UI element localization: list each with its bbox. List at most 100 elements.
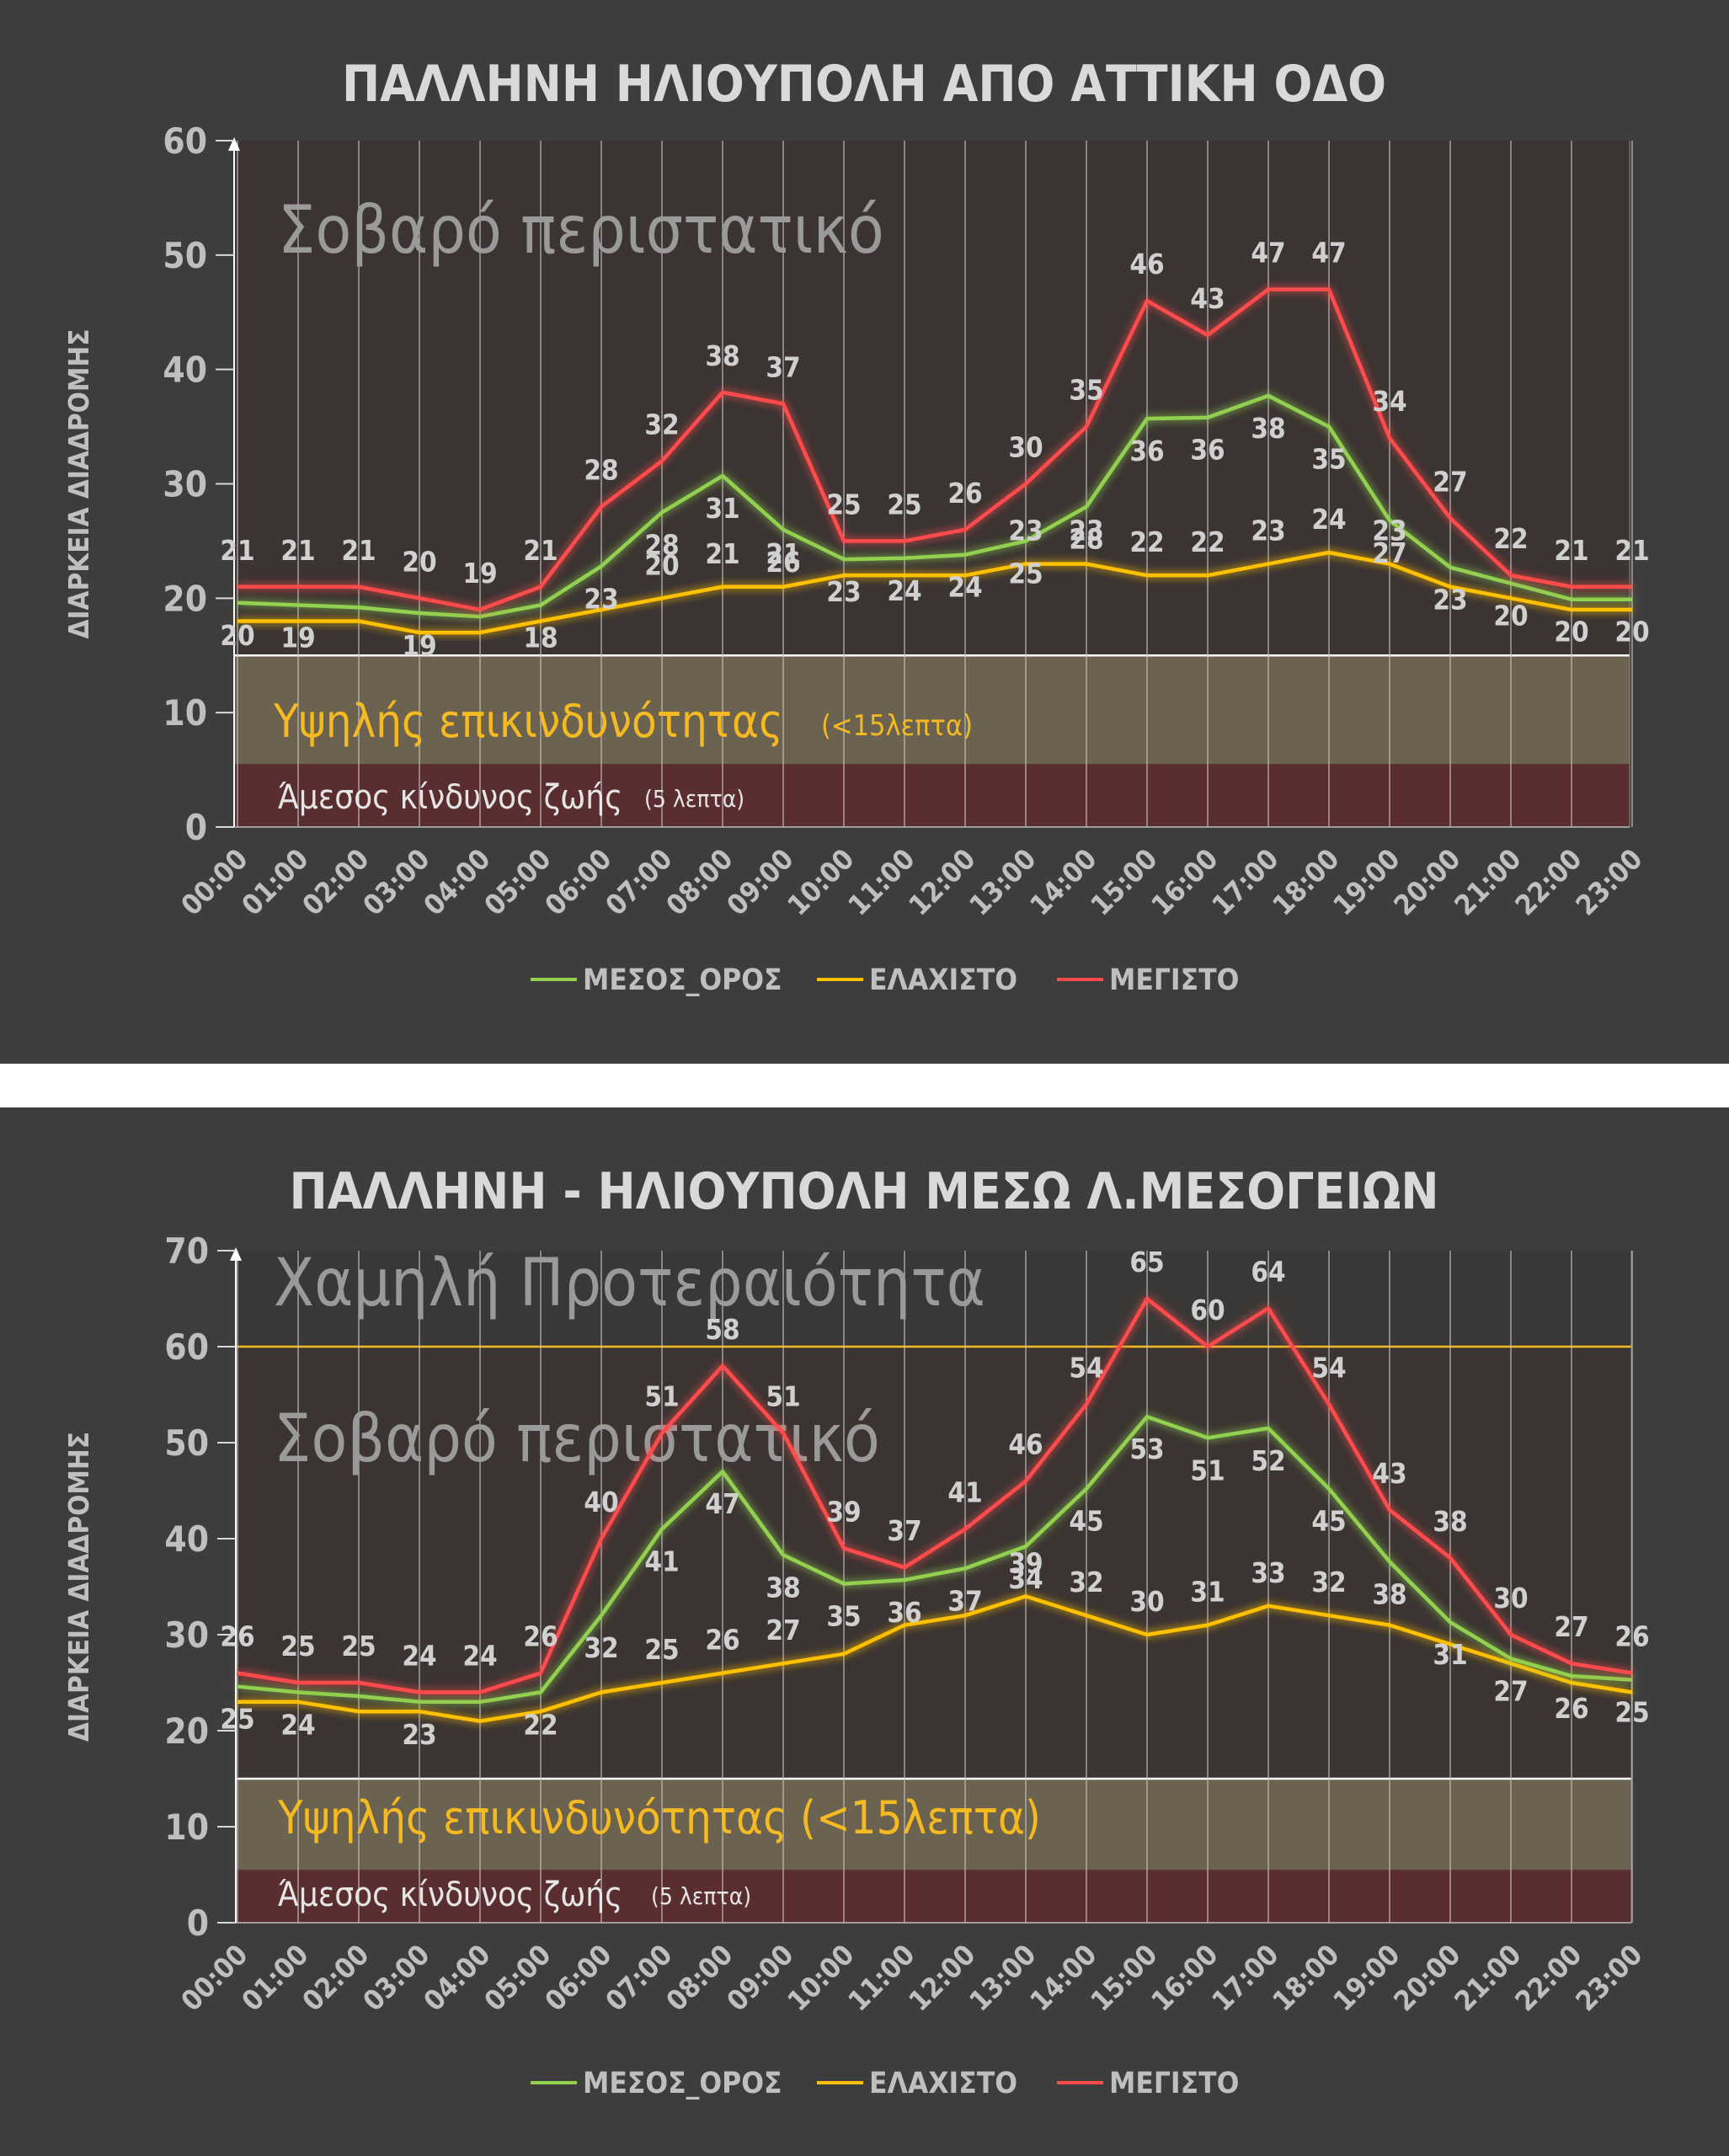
data-label-mean: 35 [1311, 443, 1346, 476]
data-label-max: 47 [1311, 237, 1346, 270]
data-label-max: 26 [1614, 1620, 1649, 1653]
zone-label: Άμεσος κίνδυνος ζωής [278, 1876, 622, 1914]
y-axis-arrow-icon [230, 1247, 242, 1261]
y-tick-label: 60 [164, 1326, 209, 1368]
x-tick-label: 16:00 [1145, 842, 1224, 921]
x-tick-label: 21:00 [1448, 1938, 1527, 2017]
x-tick-label: 07:00 [599, 842, 678, 921]
x-tick-label: 18:00 [1266, 842, 1345, 921]
x-tick-label: 09:00 [720, 842, 799, 921]
data-label-max: 51 [766, 1380, 800, 1413]
data-label-max: 21 [280, 534, 315, 567]
data-label-mean: 25 [1614, 1696, 1649, 1729]
data-label-mean: 20 [1614, 616, 1649, 648]
x-tick-label: 14:00 [1023, 1938, 1102, 2017]
x-tick-label: 20:00 [1387, 1938, 1466, 2017]
zone-band [236, 1870, 1631, 1923]
zone-label: Υψηλής επικινδυνότητας (<15λεπτα) [277, 1791, 1041, 1844]
x-tick-label: 13:00 [963, 842, 1042, 921]
data-label-mean: 23 [402, 1718, 436, 1751]
x-tick-label: 02:00 [296, 842, 375, 921]
data-label-max: 21 [1614, 534, 1649, 567]
zone-band [234, 141, 1630, 656]
data-label-min: 23 [1069, 515, 1103, 547]
data-label-max: 43 [1190, 282, 1225, 315]
data-label-mean: 24 [280, 1708, 315, 1741]
data-label-min: 33 [1251, 1556, 1285, 1589]
x-tick-label: 09:00 [720, 1938, 799, 2017]
data-label-mean: 20 [1554, 616, 1588, 648]
data-label-max: 22 [1493, 522, 1528, 555]
chart-mesogeion: ΠΑΛΛΗΝΗ - ΗΛΙΟΥΠΟΛΗ ΜΕΣΩ Λ.ΜΕΣΟΓΕΙΩΝ 0 10 2… [62, 1162, 1650, 2100]
data-label-mean: 45 [1069, 1505, 1103, 1538]
y-tick-label: 20 [164, 1710, 209, 1752]
data-label-mean: 25 [1008, 557, 1043, 590]
data-label-max: 37 [766, 350, 800, 383]
data-label-max: 24 [402, 1639, 436, 1672]
x-tick-label: 21:00 [1448, 842, 1527, 921]
legend-label: ΜΕΓΙΣΤΟ [1109, 2067, 1239, 2100]
data-label-max: 46 [1129, 248, 1164, 280]
series-line-min [237, 550, 1632, 635]
data-label-min: 26 [705, 1624, 739, 1657]
x-tick-label: 10:00 [781, 842, 860, 921]
series-line-max [237, 1296, 1633, 1694]
x-tick-label: 10:00 [781, 1938, 860, 2017]
data-label-mean: 53 [1129, 1433, 1164, 1465]
data-label-max: 30 [1493, 1582, 1528, 1614]
zone-band [234, 764, 1630, 827]
data-label-max: 21 [220, 534, 254, 567]
y-tick-label: 40 [163, 350, 207, 391]
data-label-max: 19 [462, 557, 497, 590]
y-tick-label: 30 [163, 464, 207, 505]
zone-label-note: (5 λεπτα) [644, 785, 744, 813]
data-label-min: 20 [644, 548, 679, 581]
data-label-min: 39 [1008, 1546, 1043, 1579]
data-label-max: 26 [220, 1620, 254, 1653]
x-tick-label: 04:00 [417, 842, 496, 921]
data-label-mean: 24 [887, 574, 921, 607]
data-label-max: 21 [1554, 534, 1588, 567]
data-label-min: 21 [705, 537, 739, 570]
data-label-max: 43 [1372, 1457, 1406, 1490]
y-tick-label: 0 [187, 1903, 209, 1944]
data-label-max: 47 [1251, 237, 1285, 270]
data-label-mean: 23 [584, 582, 618, 615]
data-label-mean: 36 [1190, 434, 1225, 467]
data-label-max: 38 [705, 339, 739, 372]
data-label-mean: 23 [1433, 584, 1467, 616]
x-tick-label: 11:00 [841, 1938, 921, 2017]
data-label-min: 22 [1190, 526, 1225, 558]
data-label-max: 32 [644, 408, 679, 440]
y-tick-label: 70 [164, 1230, 209, 1272]
chart-title: ΠΑΛΛΗΝΗ - ΗΛΙΟΥΠΟΛΗ ΜΕΣΩ Λ.ΜΕΣΟΓΕΙΩΝ [290, 1162, 1439, 1221]
data-label-min: 25 [644, 1633, 679, 1666]
y-tick-label: 20 [163, 578, 207, 619]
x-tick-label: 23:00 [1569, 842, 1648, 921]
data-label-min: 30 [1129, 1585, 1164, 1618]
data-label-mean: 23 [826, 575, 861, 608]
y-axis-label: ΔΙΑΡΚΕΙΑ ΔΙΑΔΡΟΜΗΣ [62, 328, 95, 638]
x-tick-label: 04:00 [417, 1938, 496, 2017]
data-label-max: 65 [1129, 1246, 1164, 1278]
chart-panel-attiki-odos: ΠΑΛΛΗΝΗ ΗΛΙΟΥΠΟΛΗ ΑΠΟ ΑΤΤΙΚΗ ΟΔΟ 0 10 20 30 4… [0, 0, 1729, 1064]
data-label-max: 25 [887, 488, 921, 520]
zone-label: Σοβαρό περιστατικό [274, 1401, 880, 1477]
data-label-min: 27 [766, 1614, 800, 1646]
data-label-max: 39 [826, 1495, 861, 1528]
data-label-max: 34 [1372, 385, 1406, 418]
y-tick-label: 30 [164, 1614, 209, 1656]
zone-band [236, 1779, 1631, 1870]
data-label-max: 30 [1008, 431, 1043, 464]
data-label-mean: 31 [705, 492, 739, 525]
x-tick-label: 22:00 [1508, 842, 1588, 921]
data-label-min: 23 [1008, 515, 1043, 547]
data-label-mean: 24 [947, 571, 982, 604]
x-tick-label: 06:00 [538, 1938, 617, 2017]
data-label-mean: 25 [220, 1703, 254, 1736]
legend-label: ΕΛΑΧΙΣΤΟ [869, 2067, 1017, 2100]
x-tick-label: 05:00 [478, 842, 557, 921]
zone-band [236, 1251, 1631, 1347]
zone-label: Άμεσος κίνδυνος ζωής [278, 778, 622, 817]
x-tick-label: 11:00 [841, 842, 921, 921]
